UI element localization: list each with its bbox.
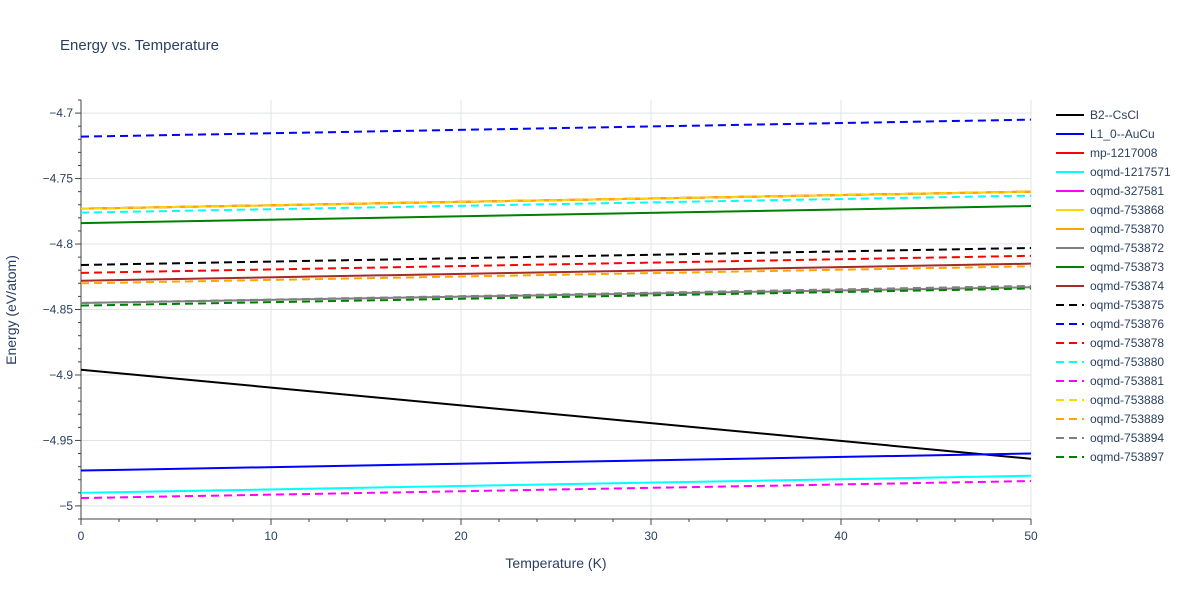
y-tick-label: −4.7 — [49, 106, 73, 120]
legend-label: oqmd-753872 — [1090, 241, 1164, 255]
series-line-oqmd-753888 — [80, 190, 1032, 210]
legend-item[interactable]: oqmd-327581 — [1056, 184, 1164, 198]
legend-item[interactable]: B2--CsCl — [1056, 108, 1139, 122]
series-line-oqmd-753881 — [80, 480, 1032, 500]
x-tick-label: 40 — [834, 529, 848, 543]
legend-item[interactable]: oqmd-753894 — [1056, 431, 1164, 445]
legend-item[interactable]: oqmd-753876 — [1056, 317, 1164, 331]
x-tick-label: 0 — [78, 529, 85, 543]
x-axis-title: Temperature (K) — [505, 555, 606, 571]
y-tick-label: −5 — [59, 499, 73, 513]
legend-label: oqmd-753897 — [1090, 450, 1164, 464]
chart-title: Energy vs. Temperature — [60, 37, 219, 54]
x-tick-label: 20 — [454, 529, 468, 543]
series-line-oqmd-753875 — [80, 246, 1032, 266]
series-line-oqmd-753897 — [80, 287, 1032, 307]
legend-item[interactable]: oqmd-1217571 — [1056, 165, 1171, 179]
legend-label: oqmd-327581 — [1090, 184, 1164, 198]
legend-item[interactable]: oqmd-753897 — [1056, 450, 1164, 464]
series-line-b2-cscl — [80, 368, 1032, 460]
legend-item[interactable]: oqmd-753874 — [1056, 279, 1164, 293]
series-layer — [80, 118, 1032, 500]
y-tick-label: −4.75 — [43, 172, 74, 186]
legend-label: oqmd-753873 — [1090, 260, 1164, 274]
y-tick-label: −4.9 — [49, 368, 73, 382]
legend-label: oqmd-753888 — [1090, 393, 1164, 407]
legend-item[interactable]: oqmd-753888 — [1056, 393, 1164, 407]
y-axis-title: Energy (eV/atom) — [3, 255, 19, 365]
legend-item[interactable]: oqmd-753880 — [1056, 355, 1164, 369]
legend-item[interactable]: oqmd-753870 — [1056, 222, 1164, 236]
series-line-oqmd-753874 — [80, 262, 1032, 282]
legend-label: oqmd-753875 — [1090, 298, 1164, 312]
y-tick-label: −4.8 — [49, 237, 73, 251]
grid-layer — [81, 100, 1032, 519]
legend-item[interactable]: oqmd-753878 — [1056, 336, 1164, 350]
legend-label: oqmd-753894 — [1090, 431, 1164, 445]
legend-label: oqmd-753880 — [1090, 355, 1164, 369]
x-tick-label: 30 — [644, 529, 658, 543]
series-line-oqmd-753880 — [80, 194, 1032, 214]
legend-label: oqmd-753881 — [1090, 374, 1164, 388]
series-line-oqmd-753889 — [80, 265, 1032, 285]
y-tick-label: −4.85 — [43, 303, 74, 317]
legend-label: oqmd-753874 — [1090, 279, 1164, 293]
legend-item[interactable]: oqmd-753868 — [1056, 203, 1164, 217]
series-line-oqmd-753876 — [80, 118, 1032, 138]
series-line-oqmd-753873 — [80, 205, 1032, 225]
legend-label: oqmd-753889 — [1090, 412, 1164, 426]
legend-item[interactable]: oqmd-753889 — [1056, 412, 1164, 426]
legend-label: oqmd-753878 — [1090, 336, 1164, 350]
legend-item[interactable]: oqmd-753872 — [1056, 241, 1164, 255]
legend-item[interactable]: mp-1217008 — [1056, 146, 1158, 160]
legend-item[interactable]: L1_0--AuCu — [1056, 127, 1155, 141]
legend-label: oqmd-753870 — [1090, 222, 1164, 236]
series-line-oqmd-753894 — [80, 284, 1032, 304]
legend-item[interactable]: oqmd-753875 — [1056, 298, 1164, 312]
series-line-oqmd-1217571 — [80, 474, 1032, 494]
legend-label: mp-1217008 — [1090, 146, 1158, 160]
x-tick-label: 10 — [264, 529, 278, 543]
legend-label: oqmd-1217571 — [1090, 165, 1171, 179]
legend-item[interactable]: oqmd-753881 — [1056, 374, 1164, 388]
legend-label: B2--CsCl — [1090, 108, 1139, 122]
legend[interactable]: B2--CsCl L1_0--AuCu mp-1217008 oqmd-1217571… — [1056, 108, 1171, 464]
axis-layer: 0 10 20 30 40 50 −5 −4.95 −4.9 −4.85 −4.8 −4.75 −4.7 — [43, 99, 1038, 543]
legend-label: oqmd-753876 — [1090, 317, 1164, 331]
y-tick-label: −4.95 — [43, 433, 74, 447]
series-line-l1-0-aucu — [80, 452, 1032, 472]
legend-label: L1_0--AuCu — [1090, 127, 1155, 141]
series-line-oqmd-753878 — [80, 254, 1032, 274]
legend-item[interactable]: oqmd-753873 — [1056, 260, 1164, 274]
x-tick-label: 50 — [1024, 529, 1038, 543]
legend-label: oqmd-753868 — [1090, 203, 1164, 217]
